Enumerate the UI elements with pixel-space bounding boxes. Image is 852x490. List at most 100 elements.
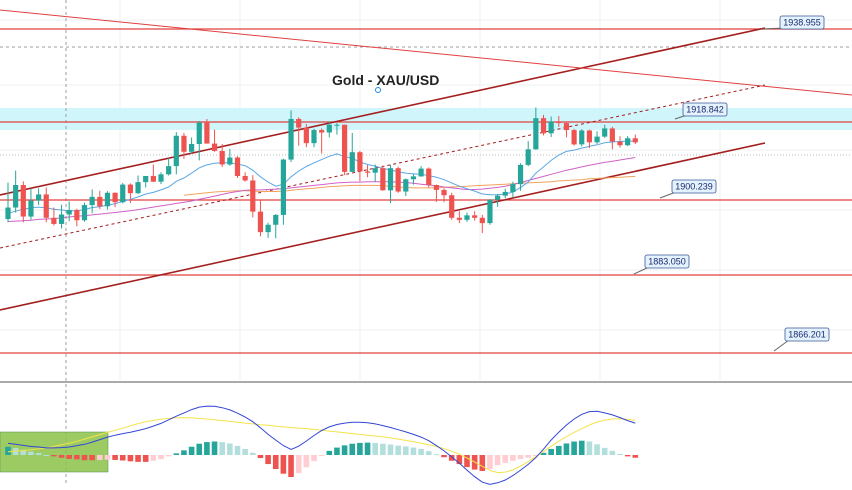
macd-histogram-bar [295, 455, 302, 474]
macd-histogram-bar [35, 453, 42, 455]
descending-trend-line[interactable] [0, 9, 852, 96]
macd-histogram-bar [234, 445, 241, 455]
candle-body [418, 168, 424, 177]
candle-body [563, 123, 570, 131]
macd-histogram-bar [487, 455, 493, 470]
macd-histogram-bar [548, 448, 554, 455]
candle-body [13, 184, 19, 208]
macd-histogram-bar [372, 442, 378, 455]
candle-body [120, 184, 126, 203]
candle-body [502, 191, 508, 196]
macd-histogram-bar [173, 453, 180, 455]
candle-body [242, 175, 248, 181]
macd-histogram-bar [280, 455, 287, 474]
candle-body [36, 194, 42, 201]
macd-histogram-bar [510, 455, 516, 461]
macd-histogram-bar [74, 455, 80, 460]
candle-body [479, 217, 485, 224]
candle-body [20, 184, 26, 217]
macd-histogram-bar [425, 451, 432, 455]
macd-histogram-bar [448, 455, 455, 461]
macd-histogram-bar [112, 455, 118, 460]
macd-histogram-bar [211, 441, 218, 455]
macd-histogram-bar [311, 455, 317, 462]
candle-body [311, 130, 317, 144]
candle-body [426, 168, 432, 185]
candle-body [204, 122, 210, 144]
macd-histogram-bar [364, 442, 371, 455]
macd-histogram-bar [28, 451, 34, 455]
macd-histogram-bar [624, 455, 631, 457]
macd-histogram-bar [433, 454, 440, 456]
candle-body [349, 152, 355, 172]
macd-histogram-bar [387, 444, 394, 455]
level-label-box [779, 15, 825, 30]
candle-body [403, 179, 409, 192]
macd-histogram-bar [20, 449, 27, 455]
level-label-box [644, 254, 690, 269]
level-label-box [671, 179, 717, 194]
channel-upper-line[interactable] [0, 27, 766, 196]
channel-lower-line[interactable] [0, 142, 766, 311]
macd-histogram-bar [578, 440, 585, 455]
macd-histogram-bar [334, 447, 340, 455]
candle-body [5, 207, 11, 220]
ema-slow-line [183, 175, 636, 196]
levels-layer [0, 28, 852, 354]
macd-histogram-bar [58, 455, 65, 458]
macd-histogram-bar [51, 455, 57, 457]
macd-histogram-bar [571, 441, 577, 455]
candle-body [533, 118, 539, 150]
macd-histogram-bar [617, 453, 623, 455]
candle-body [525, 149, 531, 165]
level-label-box [682, 102, 728, 117]
macd-histogram-bar [272, 455, 279, 470]
candle-body [441, 189, 447, 196]
candle-body [387, 168, 394, 191]
macd-histogram-bar [563, 443, 570, 455]
candle-body [602, 128, 608, 137]
resistance-zone [0, 108, 852, 130]
candle-body [342, 124, 348, 172]
macd-histogram-bar [150, 455, 157, 461]
candle-body [66, 209, 72, 215]
candle-body [234, 157, 241, 176]
macd-histogram-bar [158, 455, 164, 460]
candle-body [556, 121, 562, 124]
macd-histogram-bar [242, 448, 248, 455]
chart-title: Gold - XAU/USD [332, 72, 439, 88]
macd-histogram-bar [395, 445, 401, 455]
level-label-resistance-2: 1938.955 [783, 18, 821, 28]
macd-histogram-bar [119, 455, 126, 461]
ema-fast-line [7, 140, 636, 214]
macd-histogram-bar [104, 455, 111, 460]
candle-body [89, 196, 95, 206]
candle-body [364, 171, 371, 173]
candle-body [273, 214, 279, 225]
macd-histogram-bar [142, 455, 149, 462]
candle-body [472, 215, 478, 218]
macd-histogram-bar [533, 455, 539, 456]
macd-histogram-bar [97, 455, 103, 460]
macd-histogram-bar [464, 455, 470, 468]
macd-histogram-bar [303, 455, 310, 468]
macd-histogram-bar [403, 446, 409, 455]
macd-histogram-bar [81, 455, 88, 461]
candle-body [288, 118, 294, 160]
candle-body [112, 192, 118, 203]
title-anchor-handle[interactable] [375, 87, 381, 93]
macd-histogram-bar [556, 445, 562, 455]
macd-histogram-bar [357, 442, 363, 455]
macd-histogram-bar [227, 443, 233, 455]
macd-histogram-bar [196, 443, 203, 455]
candle-body [127, 184, 133, 194]
macd-histogram-bar [188, 446, 195, 455]
macd-histogram-bar [66, 455, 72, 459]
macd-histogram-bar [479, 455, 486, 471]
label-pointer [773, 339, 790, 352]
candle-body [181, 135, 187, 152]
macd-histogram-bar [525, 455, 531, 458]
candle-body [219, 150, 225, 165]
